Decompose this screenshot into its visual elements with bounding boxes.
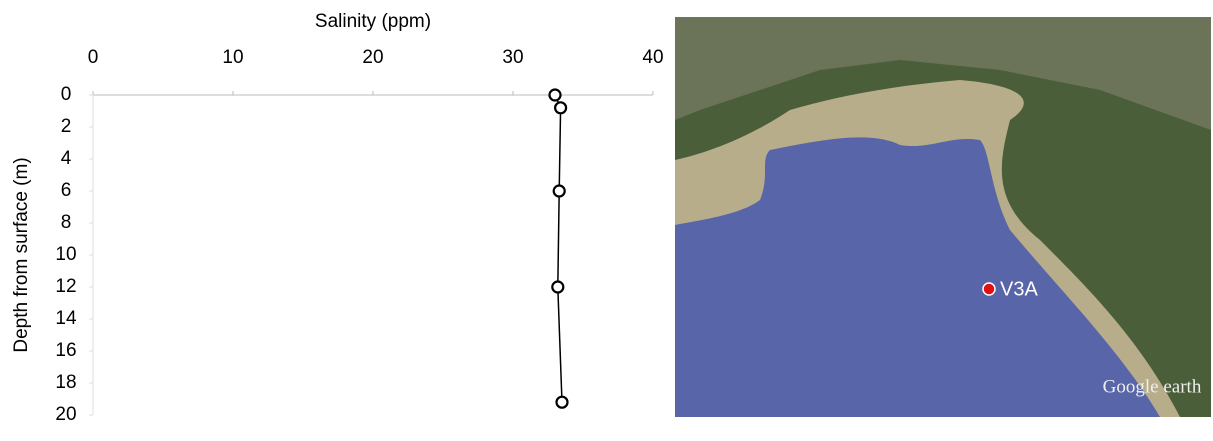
y-tick-label: 8	[61, 212, 72, 233]
x-tick-label: 10	[222, 47, 243, 68]
x-tick-label: 30	[502, 47, 523, 68]
marker-label: V3A	[1000, 278, 1038, 300]
satellite-map	[675, 17, 1211, 417]
y-tick-label: 20	[55, 404, 76, 425]
x-axis-label: Salinity (ppm)	[315, 11, 431, 32]
y-tick-label: 10	[55, 244, 76, 265]
map-marker	[983, 283, 995, 295]
x-tick-label: 20	[362, 47, 383, 68]
data-line	[555, 95, 562, 402]
data-point	[557, 397, 568, 408]
x-tick-label: 40	[642, 47, 663, 68]
data-point	[552, 282, 563, 293]
map-watermark: Google earth	[1103, 376, 1202, 397]
data-point	[555, 102, 566, 113]
y-tick-label: 18	[55, 372, 76, 393]
data-point	[554, 186, 565, 197]
y-tick-label: 14	[55, 308, 77, 329]
y-axis-label: Depth from surface (m)	[11, 157, 32, 352]
y-tick-label: 2	[61, 116, 72, 137]
data-point	[550, 90, 561, 101]
x-tick-label: 0	[88, 47, 99, 68]
y-tick-label: 16	[55, 340, 76, 361]
y-tick-label: 4	[61, 148, 72, 169]
y-tick-label: 6	[61, 180, 72, 201]
y-tick-label: 12	[55, 276, 76, 297]
figure: Salinity (ppm) Depth from surface (m) 0 1…	[0, 0, 1213, 436]
y-tick-label: 0	[61, 84, 72, 105]
